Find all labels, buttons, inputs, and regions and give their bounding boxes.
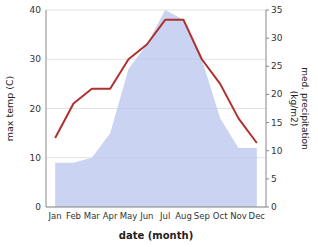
x-tick-label: Aug bbox=[175, 211, 192, 221]
y2-tick bbox=[266, 10, 269, 11]
x-tick-label: Nov bbox=[230, 211, 247, 221]
x-axis bbox=[46, 207, 266, 208]
x-tick-label: Oct bbox=[213, 211, 228, 221]
y2-tick-label: 25 bbox=[271, 61, 282, 71]
y2-tick bbox=[266, 178, 269, 179]
y2-tick-label: 30 bbox=[271, 33, 283, 43]
y2-axis bbox=[266, 10, 267, 207]
y2-tick-label: 0 bbox=[271, 202, 277, 212]
y2-axis-label: med. precipitation(kg/m2) bbox=[289, 67, 310, 149]
x-tick-label: Mar bbox=[84, 211, 101, 221]
y-tick-label: 0 bbox=[35, 202, 41, 212]
temperature-line bbox=[55, 20, 257, 143]
y2-tick bbox=[266, 150, 269, 151]
x-tick-label: Sep bbox=[194, 211, 210, 221]
y2-tick-label: 5 bbox=[271, 174, 277, 184]
y2-tick-label: 35 bbox=[271, 5, 282, 15]
y2-tick-label: 20 bbox=[271, 89, 283, 99]
y2-tick-label: 10 bbox=[271, 146, 283, 156]
y2-tick bbox=[266, 94, 269, 95]
y-tick-label: 30 bbox=[30, 54, 42, 64]
y-tick-label: 20 bbox=[30, 104, 42, 114]
grid-line bbox=[46, 207, 266, 208]
chart: 01020304005101520253035JanFebMarAprMayJu… bbox=[0, 0, 318, 247]
y-axis bbox=[46, 10, 47, 207]
y-tick-label: 40 bbox=[30, 5, 42, 15]
x-axis-label: date (month) bbox=[119, 230, 193, 241]
x-tick-label: Dec bbox=[249, 211, 266, 221]
y2-tick bbox=[266, 207, 269, 208]
y2-tick bbox=[266, 38, 269, 39]
grid-line bbox=[46, 10, 266, 11]
precipitation-area bbox=[55, 10, 257, 207]
x-tick-label: May bbox=[120, 211, 138, 221]
x-tick-label: Apr bbox=[103, 211, 118, 221]
y2-tick bbox=[266, 122, 269, 123]
y-tick-label: 10 bbox=[30, 153, 42, 163]
y2-tick bbox=[266, 66, 269, 67]
x-tick-label: Jul bbox=[159, 211, 170, 221]
plot-area bbox=[55, 10, 257, 207]
y2-tick-label: 15 bbox=[271, 118, 282, 128]
x-tick-label: Jun bbox=[139, 211, 153, 221]
y-axis-label: max temp (C) bbox=[4, 76, 15, 142]
x-tick-label: Feb bbox=[66, 211, 81, 221]
x-tick-label: Jan bbox=[48, 211, 62, 221]
grid bbox=[46, 10, 266, 207]
